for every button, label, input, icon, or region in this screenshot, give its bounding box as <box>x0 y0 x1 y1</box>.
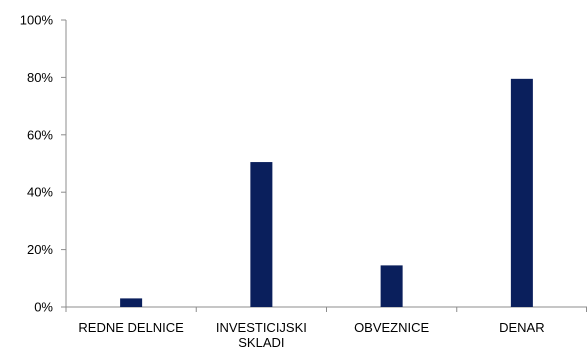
y-axis: 0% 20% 40% 60% 80% 100% <box>20 13 67 315</box>
y-tick-label: 40% <box>27 185 53 200</box>
y-tick-label: 0% <box>34 300 53 315</box>
bar <box>510 78 533 308</box>
bar <box>380 265 403 307</box>
bar <box>250 162 273 307</box>
y-tick-label: 60% <box>27 127 53 142</box>
x-tick-label: INVESTICIJSKI SKLADI <box>216 320 307 349</box>
bar <box>120 298 143 307</box>
x-tick-label: OBVEZNICE <box>354 320 429 335</box>
y-tick-label: 80% <box>27 70 53 85</box>
x-tick-label: REDNE DELNICE <box>78 320 184 335</box>
y-tick-label: 20% <box>27 242 53 257</box>
x-tick-label: DENAR <box>499 320 545 335</box>
bars <box>120 78 533 308</box>
x-axis: REDNE DELNICE INVESTICIJSKI SKLADI OBVEZNIC… <box>65 306 587 350</box>
y-tick-label: 100% <box>20 13 54 28</box>
